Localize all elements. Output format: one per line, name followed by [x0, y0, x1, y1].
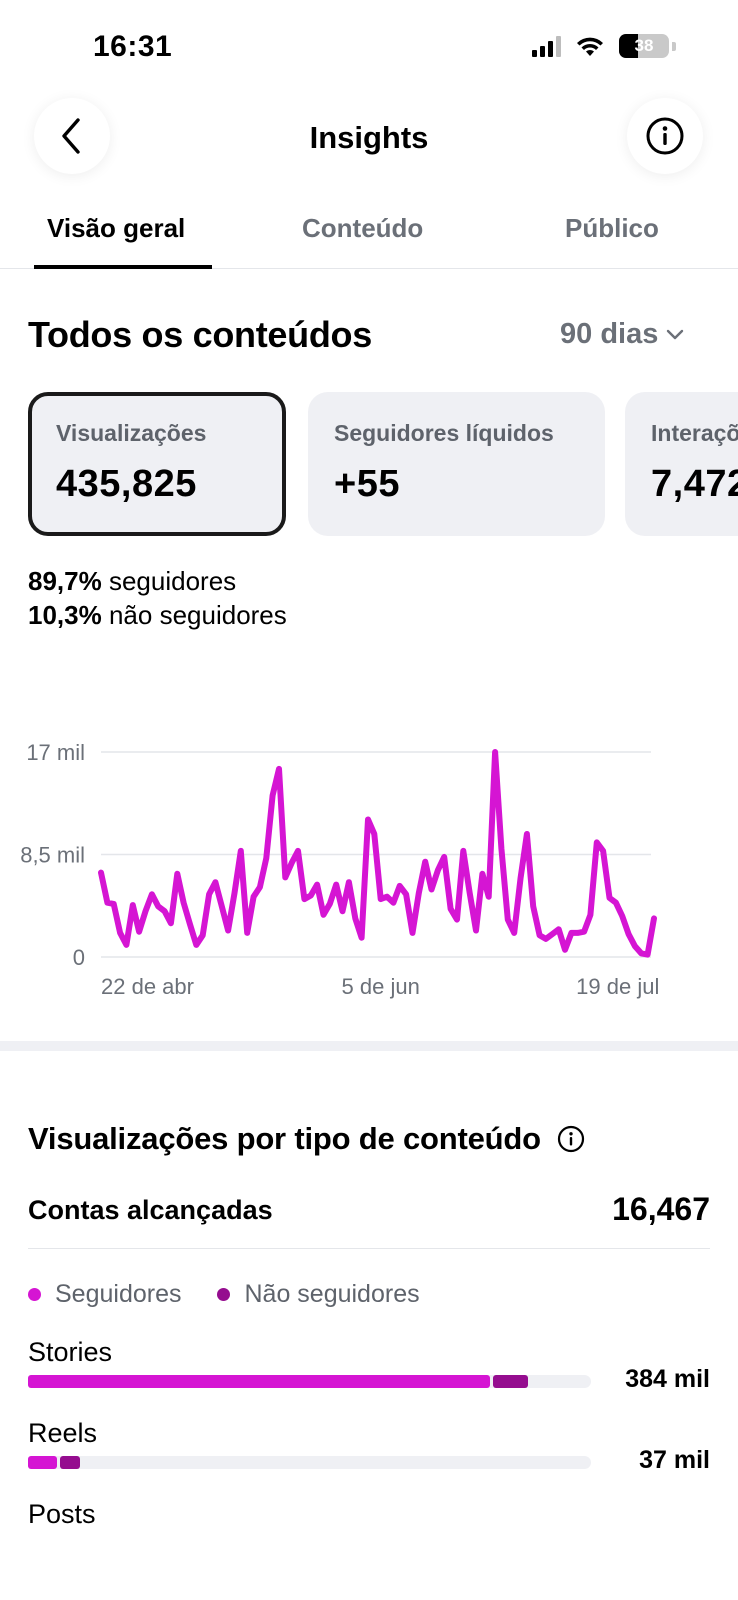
- y-tick-label: 0: [73, 945, 85, 970]
- metric-card-label: Visualizações: [56, 420, 207, 446]
- content-type-value: 384 mil: [625, 1365, 710, 1393]
- legend-item-non-followers: Não seguidores: [217, 1280, 420, 1309]
- chevron-down-icon: [667, 329, 684, 339]
- metric-card-value: 435,825: [56, 463, 197, 505]
- page-title: Insights: [309, 120, 429, 155]
- views-series-line: [98, 749, 657, 958]
- x-tick-label: 22 de abr: [101, 974, 194, 999]
- chevron-left-icon: [62, 118, 80, 154]
- accounts-reached-value: 16,467: [612, 1191, 710, 1227]
- info-button[interactable]: [627, 98, 703, 174]
- metric-card-value: 7,472: [651, 463, 738, 505]
- back-button[interactable]: [34, 98, 110, 174]
- battery-tip: [672, 41, 676, 51]
- non-followers-share: 10,3% não seguidores: [28, 600, 287, 630]
- legend-dot: [28, 1288, 41, 1301]
- tab-content[interactable]: Conteúdo: [302, 213, 424, 243]
- header: Insights: [0, 98, 738, 178]
- battery-icon: 38: [619, 34, 669, 58]
- content-type-label: Reels: [28, 1418, 98, 1448]
- accounts-reached-label: Contas alcançadas: [28, 1195, 273, 1225]
- section-divider: [0, 1041, 738, 1051]
- tab-active-indicator: [34, 265, 212, 269]
- content-type-legend: Seguidores Não seguidores: [28, 1280, 420, 1309]
- tab-audience[interactable]: Público: [565, 213, 659, 243]
- y-tick-label: 8,5 mil: [20, 843, 85, 868]
- metric-card-value: +55: [334, 463, 400, 505]
- content-type-bar: [28, 1456, 591, 1469]
- y-tick-label: 17 mil: [26, 740, 85, 765]
- info-icon[interactable]: [557, 1125, 585, 1153]
- metric-cards: Visualizações 435,825 Seguidores líquido…: [28, 392, 738, 536]
- wifi-icon: [577, 37, 603, 56]
- content-type-label: Stories: [28, 1337, 113, 1367]
- tab-overview[interactable]: Visão geral: [47, 213, 186, 243]
- followers-bar-segment: [28, 1375, 490, 1388]
- content-type-bar: [28, 1375, 591, 1388]
- x-tick-label: 19 de jul: [576, 974, 659, 999]
- metric-card-label: Seguidores líquidos: [334, 420, 554, 446]
- metric-card-interactions[interactable]: Interações 7,472: [625, 392, 738, 536]
- followers-bar-segment: [28, 1456, 57, 1469]
- date-range-dropdown[interactable]: 90 dias: [560, 318, 684, 351]
- info-icon: [646, 117, 684, 155]
- status-time: 16:31: [93, 30, 173, 63]
- status-bar: 16:31 38: [0, 0, 738, 90]
- metric-card-net-followers[interactable]: Seguidores líquidos +55: [308, 392, 605, 536]
- followers-share: 89,7% seguidores: [28, 566, 237, 596]
- legend-label: Não seguidores: [244, 1280, 420, 1308]
- non-followers-bar-segment: [492, 1375, 529, 1388]
- content-type-value: 37 mil: [639, 1446, 710, 1474]
- non-followers-bar-segment: [59, 1456, 80, 1469]
- content-type-title: Visualizações por tipo de conteúdo: [28, 1121, 541, 1156]
- content-type-row-reels[interactable]: Reels 37 mil: [28, 1418, 710, 1488]
- tab-bar: Visão geral Conteúdo Público: [0, 205, 738, 269]
- date-range-label: 90 dias: [560, 318, 659, 350]
- cellular-signal-icon: [532, 35, 561, 57]
- content-type-section-title: Visualizações por tipo de conteúdo: [28, 1121, 585, 1157]
- metric-card-views[interactable]: Visualizações 435,825: [28, 392, 286, 536]
- legend-item-followers: Seguidores: [28, 1280, 181, 1309]
- x-tick-label: 5 de jun: [342, 974, 420, 999]
- metric-card-label: Interações: [651, 420, 738, 446]
- battery-level: 38: [634, 36, 654, 55]
- audience-breakdown: 89,7% seguidores 10,3% não seguidores: [28, 564, 287, 632]
- section-title: Todos os conteúdos: [28, 314, 372, 355]
- legend-label: Seguidores: [55, 1280, 182, 1308]
- content-type-row-posts[interactable]: Posts: [28, 1499, 710, 1539]
- content-type-row-stories[interactable]: Stories 384 mil: [28, 1337, 710, 1407]
- views-line-chart[interactable]: 17 mil 8,5 mil 0 22 de abr 5 de jun 19 de jul: [0, 720, 738, 1010]
- content-type-label: Posts: [28, 1499, 96, 1529]
- status-icons: 38: [532, 34, 676, 58]
- accounts-reached-row: Contas alcançadas 16,467: [28, 1191, 710, 1249]
- legend-dot: [217, 1288, 231, 1301]
